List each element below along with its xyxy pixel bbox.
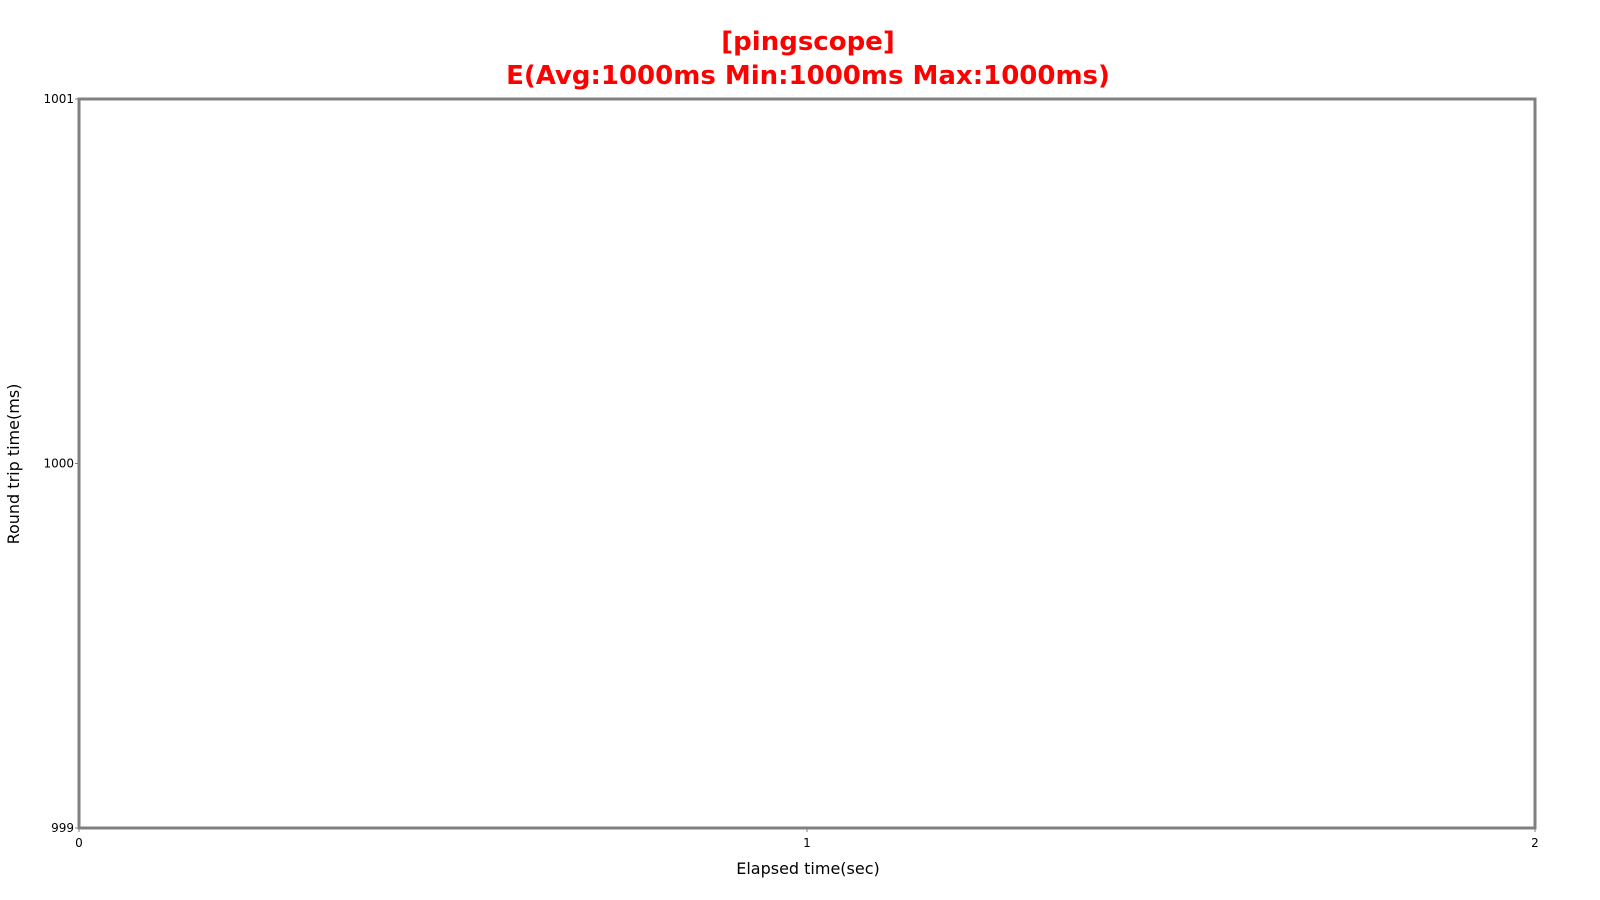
x-tick-label: 0 bbox=[75, 836, 83, 850]
y-tick-label: 999 bbox=[51, 821, 74, 835]
y-axis-ticks: 999 1000 1001 bbox=[43, 92, 79, 835]
y-tick-label: 1001 bbox=[43, 92, 74, 106]
x-tick-label: 1 bbox=[803, 836, 811, 850]
chart-title: [pingscope] bbox=[721, 27, 894, 57]
x-tick-label: 2 bbox=[1531, 836, 1539, 850]
chart-subtitle: E(Avg:1000ms Min:1000ms Max:1000ms) bbox=[506, 61, 1110, 91]
x-axis-ticks: 0 1 2 bbox=[75, 828, 1539, 850]
y-axis-label: Round trip time(ms) bbox=[4, 384, 23, 545]
plot-area bbox=[77, 97, 1537, 830]
y-tick-label: 1000 bbox=[43, 457, 74, 471]
x-axis-label: Elapsed time(sec) bbox=[736, 859, 880, 878]
